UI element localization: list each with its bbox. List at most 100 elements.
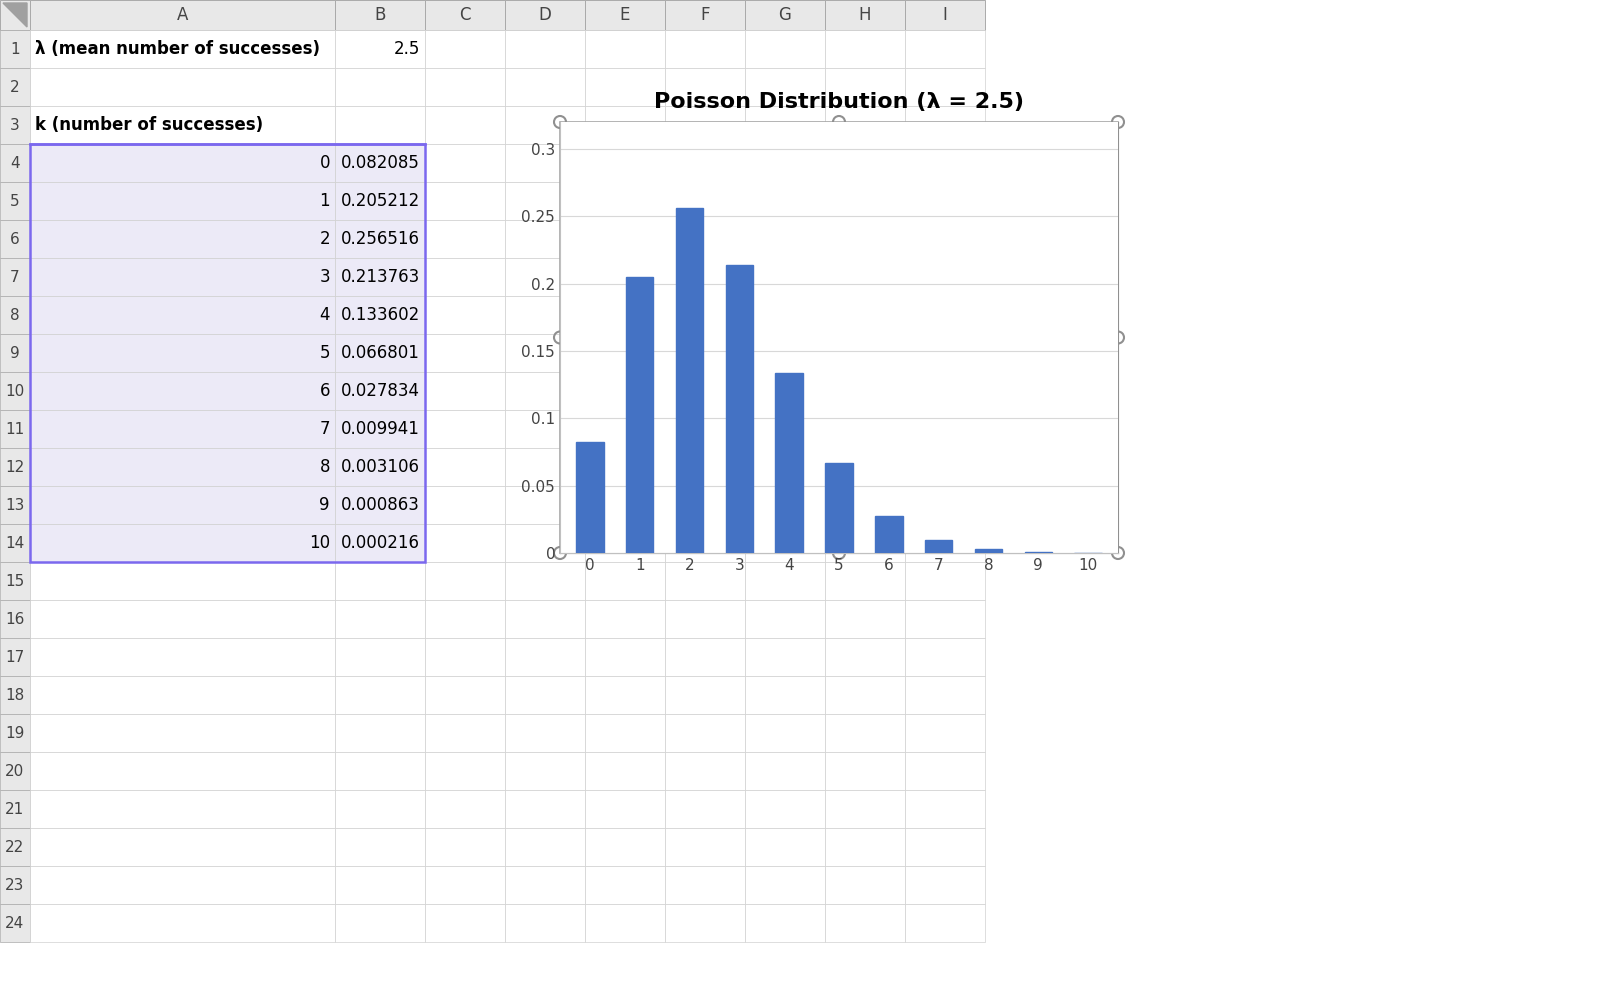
Bar	[30, 258, 334, 296]
Bar	[826, 752, 906, 790]
Bar	[826, 334, 906, 372]
Bar	[506, 866, 586, 904]
Bar	[666, 676, 746, 714]
Bar	[426, 68, 506, 106]
Text: 3: 3	[320, 268, 330, 286]
Bar	[974, 549, 1002, 553]
Bar	[906, 144, 986, 182]
Text: 10: 10	[309, 534, 330, 552]
Bar	[586, 448, 666, 486]
Bar	[334, 790, 426, 828]
Bar	[506, 30, 586, 68]
Text: 7: 7	[10, 269, 19, 284]
Bar	[506, 220, 586, 258]
Bar	[426, 752, 506, 790]
Text: 6: 6	[10, 232, 19, 246]
Bar	[906, 334, 986, 372]
Bar	[906, 828, 986, 866]
Text: 10: 10	[5, 383, 24, 398]
Bar	[334, 68, 426, 106]
Bar	[826, 828, 906, 866]
Bar	[666, 144, 746, 182]
Bar	[426, 258, 506, 296]
Bar	[426, 334, 506, 372]
Bar	[746, 334, 826, 372]
Text: 6: 6	[320, 382, 330, 400]
Bar	[426, 828, 506, 866]
Bar	[30, 752, 334, 790]
Bar	[906, 410, 986, 448]
Bar	[0, 68, 30, 106]
Bar	[826, 106, 906, 144]
Bar	[826, 410, 906, 448]
Text: λ (mean number of successes): λ (mean number of successes)	[35, 40, 320, 58]
Bar	[0, 296, 30, 334]
Bar	[746, 752, 826, 790]
Text: B: B	[374, 6, 386, 24]
Text: 14: 14	[5, 536, 24, 550]
Bar	[586, 524, 666, 562]
Bar	[746, 638, 826, 676]
Bar	[746, 448, 826, 486]
Bar	[776, 373, 803, 553]
Text: 0.066801: 0.066801	[341, 344, 419, 362]
Bar	[906, 562, 986, 600]
Bar	[506, 524, 586, 562]
Bar	[30, 182, 334, 220]
Text: 9: 9	[10, 346, 19, 360]
Text: G: G	[779, 6, 792, 24]
Text: 5: 5	[320, 344, 330, 362]
Text: 1: 1	[10, 41, 19, 56]
Text: 0.213763: 0.213763	[341, 268, 419, 286]
Bar	[30, 448, 334, 486]
Text: 23: 23	[5, 878, 24, 892]
Bar	[334, 258, 426, 296]
Bar	[0, 372, 30, 410]
Text: 19: 19	[5, 726, 24, 740]
Bar	[906, 106, 986, 144]
Text: 20: 20	[5, 764, 24, 778]
Text: k (number of successes): k (number of successes)	[35, 116, 262, 134]
Bar	[666, 828, 746, 866]
Bar	[586, 258, 666, 296]
Bar	[506, 334, 586, 372]
Bar	[426, 144, 506, 182]
Bar	[906, 68, 986, 106]
Text: 2: 2	[320, 230, 330, 248]
Bar	[506, 486, 586, 524]
Bar	[334, 676, 426, 714]
Bar	[334, 904, 426, 942]
Bar	[426, 448, 506, 486]
Bar	[906, 296, 986, 334]
Text: 13: 13	[5, 497, 24, 512]
Bar	[826, 562, 906, 600]
Bar	[906, 0, 986, 30]
Bar	[746, 144, 826, 182]
Bar	[30, 296, 334, 334]
Bar	[586, 638, 666, 676]
Bar	[506, 790, 586, 828]
Bar	[0, 714, 30, 752]
Bar	[0, 220, 30, 258]
Bar	[586, 562, 666, 600]
Bar	[746, 714, 826, 752]
Bar	[334, 144, 426, 182]
Bar	[30, 410, 334, 448]
Bar	[0, 486, 30, 524]
Bar	[30, 372, 334, 410]
Bar	[586, 182, 666, 220]
Bar	[826, 638, 906, 676]
Bar	[334, 296, 426, 334]
Bar	[906, 904, 986, 942]
Bar	[0, 0, 986, 30]
Bar	[586, 410, 666, 448]
Bar	[426, 562, 506, 600]
Bar	[0, 562, 30, 600]
Bar	[826, 182, 906, 220]
Bar	[906, 258, 986, 296]
Text: A: A	[178, 6, 189, 24]
Bar	[826, 220, 906, 258]
Bar	[30, 714, 334, 752]
Bar	[0, 30, 30, 68]
Bar	[30, 0, 334, 30]
